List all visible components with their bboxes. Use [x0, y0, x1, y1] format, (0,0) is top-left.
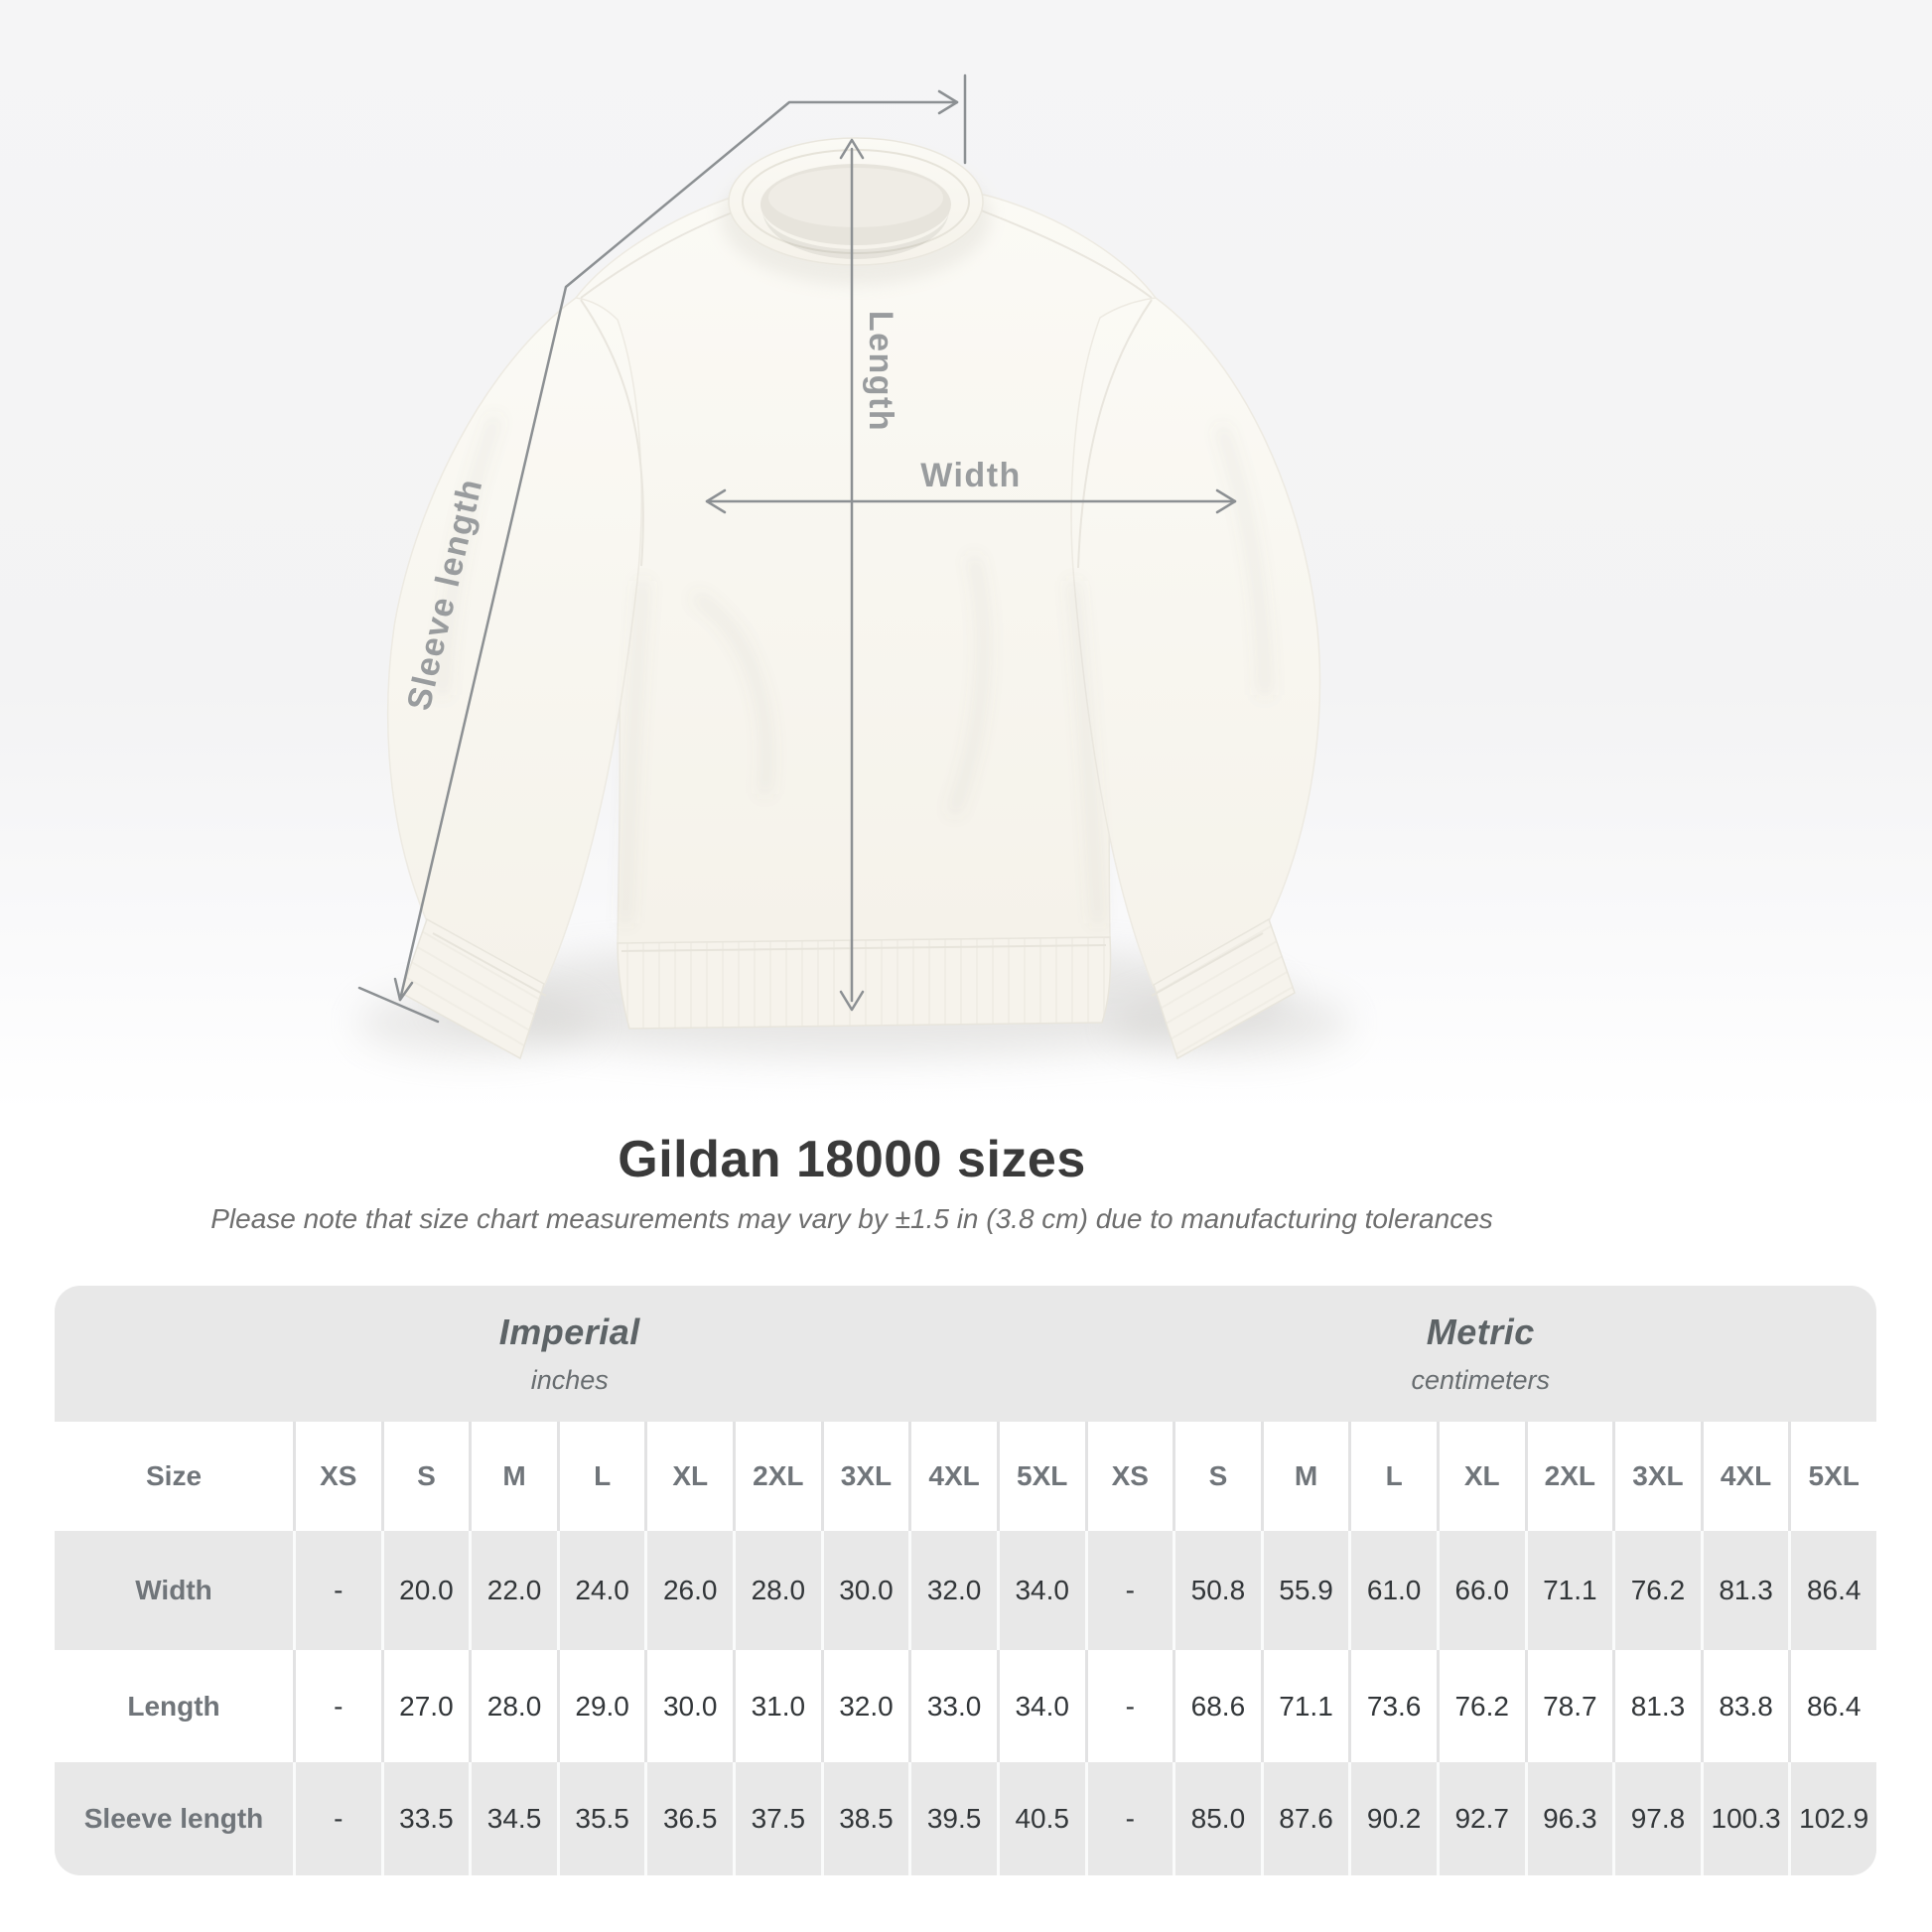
- measurement-cell-metric: 50.8: [1173, 1531, 1261, 1650]
- measurement-cell-imperial: 37.5: [733, 1762, 821, 1875]
- measurement-cell-imperial: 31.0: [733, 1650, 821, 1762]
- sweatshirt-measurement-diagram: Width Length Sleeve length: [0, 0, 1932, 1112]
- measurement-cell-metric: 68.6: [1173, 1650, 1261, 1762]
- size-header-imperial: 5XL: [996, 1422, 1085, 1531]
- measurement-cell-imperial: 36.5: [644, 1762, 734, 1875]
- measurement-cell-metric: 71.1: [1524, 1531, 1613, 1650]
- measurement-cell-metric: 61.0: [1348, 1531, 1437, 1650]
- cuff-tick: [357, 986, 440, 1024]
- metric-header-group: Metric centimeters: [1084, 1286, 1876, 1422]
- row-label: Sleeve length: [55, 1762, 293, 1875]
- size-header-imperial: S: [380, 1422, 470, 1531]
- waistband: [617, 936, 1112, 1030]
- measurement-cell-metric: 73.6: [1348, 1650, 1437, 1762]
- sweatshirt: [386, 137, 1321, 1060]
- measurement-cell-metric: 66.0: [1436, 1531, 1525, 1650]
- measurement-cell-imperial: 24.0: [556, 1531, 645, 1650]
- size-header-imperial: 3XL: [820, 1422, 909, 1531]
- size-header-metric: 2XL: [1524, 1422, 1613, 1531]
- imperial-label: Imperial: [498, 1311, 640, 1352]
- size-header-metric: S: [1173, 1422, 1261, 1531]
- row-label: Length: [55, 1650, 293, 1762]
- measurement-cell-metric: 85.0: [1173, 1762, 1261, 1875]
- measurement-cell-metric: 102.9: [1788, 1762, 1876, 1875]
- metric-label: Metric: [1426, 1311, 1535, 1352]
- measurement-cell-imperial: -: [293, 1762, 381, 1875]
- size-header-metric: M: [1260, 1422, 1349, 1531]
- imperial-header-group: Imperial inches: [55, 1286, 1085, 1422]
- measurement-cell-metric: 78.7: [1524, 1650, 1613, 1762]
- measurement-cell-metric: 55.9: [1260, 1531, 1349, 1650]
- measurement-cell-imperial: 40.5: [996, 1762, 1085, 1875]
- size-header-metric: XL: [1436, 1422, 1525, 1531]
- measurement-cell-metric: 71.1: [1260, 1650, 1349, 1762]
- size-header-metric: XS: [1084, 1422, 1173, 1531]
- size-header-imperial: XL: [644, 1422, 734, 1531]
- size-column-header: Size: [55, 1422, 293, 1531]
- tolerance-note: Please note that size chart measurements…: [210, 1203, 1493, 1234]
- measurement-cell-imperial: 30.0: [820, 1531, 909, 1650]
- size-table: Imperial inches Metric centimeters Size X…: [55, 1286, 1876, 1875]
- size-header-imperial: 2XL: [733, 1422, 821, 1531]
- collar: [721, 137, 991, 285]
- measurement-cell-imperial: -: [293, 1650, 381, 1762]
- width-label: Width: [920, 457, 1022, 494]
- measurement-cell-metric: 81.3: [1700, 1531, 1789, 1650]
- measurement-cell-metric: -: [1084, 1650, 1173, 1762]
- measurement-cell-metric: 87.6: [1260, 1762, 1349, 1875]
- measurement-cell-imperial: 30.0: [644, 1650, 734, 1762]
- measurement-cell-imperial: 39.5: [908, 1762, 997, 1875]
- measurement-cell-imperial: 33.5: [380, 1762, 470, 1875]
- measurement-cell-metric: -: [1084, 1762, 1173, 1875]
- size-header-metric: 3XL: [1612, 1422, 1701, 1531]
- size-header-metric: L: [1348, 1422, 1437, 1531]
- measurement-cell-metric: 81.3: [1612, 1650, 1701, 1762]
- measurement-cell-imperial: 34.0: [996, 1650, 1085, 1762]
- size-header-metric: 5XL: [1788, 1422, 1876, 1531]
- caption-block: Gildan 18000 sizes Please note that size…: [0, 1130, 1704, 1235]
- row-label: Width: [55, 1531, 293, 1650]
- size-header-imperial: 4XL: [908, 1422, 997, 1531]
- measurement-cell-metric: 97.8: [1612, 1762, 1701, 1875]
- length-label: Length: [862, 311, 899, 432]
- right-cuff: [1151, 917, 1296, 1060]
- size-header-imperial: XS: [293, 1422, 381, 1531]
- measurement-cell-imperial: 27.0: [380, 1650, 470, 1762]
- measurement-cell-metric: 92.7: [1436, 1762, 1525, 1875]
- measurement-cell-imperial: 33.0: [908, 1650, 997, 1762]
- measurement-cell-metric: 96.3: [1524, 1762, 1613, 1875]
- measurement-cell-metric: 76.2: [1436, 1650, 1525, 1762]
- measurement-cell-imperial: -: [293, 1531, 381, 1650]
- measurement-cell-metric: -: [1084, 1531, 1173, 1650]
- imperial-unit-label: inches: [530, 1365, 609, 1395]
- measurement-cell-imperial: 22.0: [469, 1531, 557, 1650]
- measurement-cell-imperial: 20.0: [380, 1531, 470, 1650]
- measurement-lines: [357, 73, 1237, 1024]
- measurement-cell-metric: 90.2: [1348, 1762, 1437, 1875]
- size-header-metric: 4XL: [1700, 1422, 1789, 1531]
- measurement-cell-imperial: 29.0: [556, 1650, 645, 1762]
- measurement-cell-imperial: 32.0: [820, 1650, 909, 1762]
- measurement-cell-imperial: 34.0: [996, 1531, 1085, 1650]
- measurement-cell-metric: 76.2: [1612, 1531, 1701, 1650]
- measurement-cell-imperial: 26.0: [644, 1531, 734, 1650]
- sleeve-length-line: [398, 100, 959, 1002]
- measurement-cell-imperial: 32.0: [908, 1531, 997, 1650]
- size-header-imperial: M: [469, 1422, 557, 1531]
- measurement-cell-metric: 100.3: [1700, 1762, 1789, 1875]
- metric-unit-label: centimeters: [1411, 1365, 1551, 1395]
- measurement-cell-imperial: 28.0: [733, 1531, 821, 1650]
- size-header-imperial: L: [556, 1422, 645, 1531]
- measurement-cell-metric: 86.4: [1788, 1650, 1876, 1762]
- measurement-cell-imperial: 38.5: [820, 1762, 909, 1875]
- measurement-cell-metric: 83.8: [1700, 1650, 1789, 1762]
- page-title: Gildan 18000 sizes: [618, 1131, 1086, 1188]
- measurement-cell-metric: 86.4: [1788, 1531, 1876, 1650]
- measurement-cell-imperial: 35.5: [556, 1762, 645, 1875]
- measurement-cell-imperial: 34.5: [469, 1762, 557, 1875]
- measurement-cell-imperial: 28.0: [469, 1650, 557, 1762]
- left-cuff: [400, 917, 547, 1060]
